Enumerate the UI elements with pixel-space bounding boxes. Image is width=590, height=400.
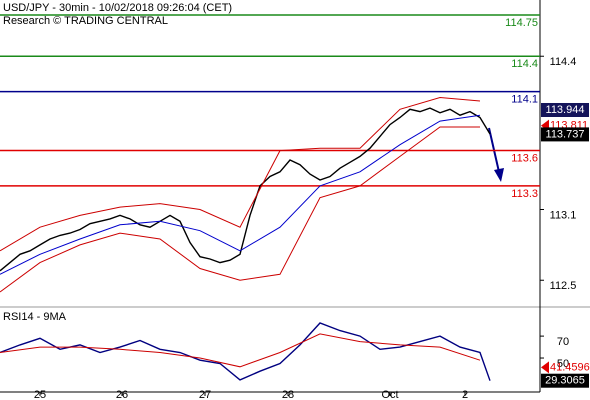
price-tag-arrow (541, 361, 549, 374)
chart-subtitle: Research © TRADING CENTRAL (3, 15, 168, 27)
level-label: 114.4 (511, 58, 538, 70)
y-tick-label: 113.1 (550, 209, 577, 221)
rsi-title: RSI14 - 9MA (3, 311, 67, 323)
level-label: 113.3 (511, 188, 538, 200)
series-line (0, 96, 481, 252)
series-line (0, 107, 491, 272)
y-tick-label: 50 (557, 358, 569, 370)
series-line (0, 333, 481, 368)
x-tick-label: 25 (34, 389, 46, 400)
x-tick-label: 27 (199, 389, 211, 400)
level-label: 113.6 (511, 152, 538, 164)
level-label: 114.75 (505, 17, 538, 29)
y-tick-label: 112.5 (550, 280, 577, 292)
series-line (0, 114, 481, 275)
x-tick-label: 2 (462, 389, 468, 400)
forecast-arrow-head (494, 168, 504, 182)
x-tick-label: Oct (381, 389, 398, 400)
price-tag-label: 113.944 (546, 104, 585, 116)
price-tag-label: 41.4596 (550, 361, 590, 373)
price-tag-box (541, 102, 589, 117)
y-tick-label: 70 (557, 336, 569, 348)
price-tag-box (541, 373, 589, 388)
chart-title: USD/JPY - 30min - 10/02/2018 09:26:04 (C… (3, 2, 232, 14)
level-label: 114.1 (511, 94, 538, 106)
series-line (0, 126, 480, 293)
x-tick-label: 26 (116, 389, 128, 400)
price-tag-label: 113.737 (546, 128, 585, 140)
x-tick-label: 28 (282, 389, 294, 400)
y-tick-label: 114.4 (550, 56, 577, 68)
price-tag-label: 29.3065 (545, 375, 585, 387)
price-tag-box (541, 127, 589, 142)
series-line (0, 322, 491, 381)
